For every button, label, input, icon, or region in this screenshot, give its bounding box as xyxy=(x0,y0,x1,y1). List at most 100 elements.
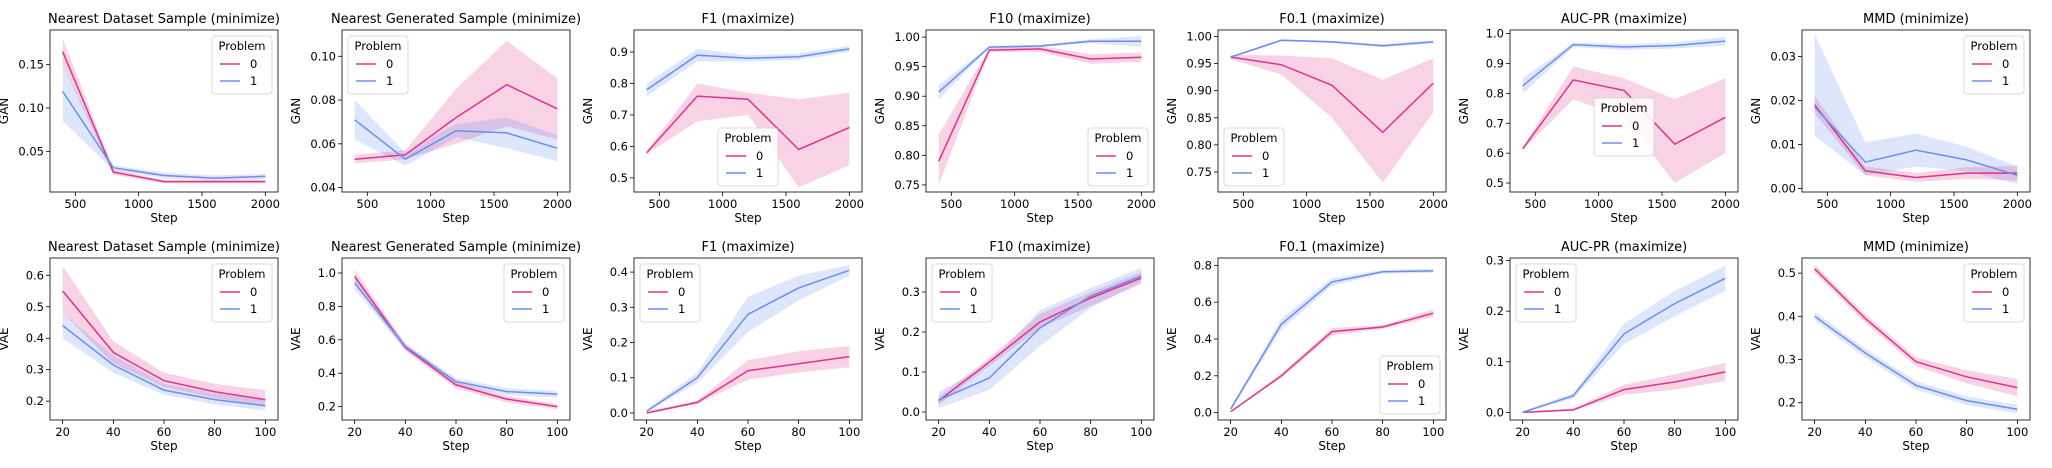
legend-label-series-0: 0 xyxy=(970,285,977,299)
y-tick-label: 0.5 xyxy=(26,300,44,314)
y-tick-label: 0.2 xyxy=(26,394,44,408)
legend-label-series-1: 1 xyxy=(1262,166,1269,180)
line-series-1 xyxy=(354,119,558,161)
x-tick-label: 100 xyxy=(1130,425,1152,439)
confidence-band-series-1 xyxy=(1814,34,2018,185)
x-tick-label: 2000 xyxy=(1711,197,1740,211)
x-tick-label: 1000 xyxy=(708,197,737,211)
y-tick-label: 0.2 xyxy=(902,325,920,339)
legend-label-series-1: 1 xyxy=(250,74,257,88)
legend-label-series-1: 1 xyxy=(250,302,257,316)
x-tick-label: 1000 xyxy=(1876,197,1905,211)
subplot-8: 20 40 60 80 100 0.2 0.3 0.4 0.5 0.6 Nearest Datase… xyxy=(0,240,280,453)
legend-title: Problem xyxy=(1230,131,1277,145)
subplot-14: 20 40 60 80 100 0.2 0.3 0.4 0.5 MMD (minimize) Ste… xyxy=(1749,240,2031,453)
y-tick-label: 0.5 xyxy=(1778,266,1796,280)
axes-frame xyxy=(925,29,1155,193)
legend: Problem 0 1 xyxy=(1515,263,1577,323)
y-tick-label: 0.0 xyxy=(902,405,920,419)
y-tick-label: 0.8 xyxy=(1486,86,1504,100)
x-tick-label: 80 xyxy=(1959,425,1974,439)
x-axis-label: Step xyxy=(150,439,177,453)
legend-label-series-0: 0 xyxy=(2002,285,2009,299)
legend-label-series-1: 1 xyxy=(1554,302,1561,316)
x-tick-label: 60 xyxy=(449,425,464,439)
y-tick-label: 0.3 xyxy=(1486,254,1504,268)
y-tick-label: 0.7 xyxy=(1486,116,1504,130)
x-tick-label: 500 xyxy=(940,197,962,211)
y-tick-label: 0.8 xyxy=(318,299,336,313)
legend-label-series-1: 1 xyxy=(1632,136,1639,150)
line-series-1 xyxy=(938,275,1142,401)
x-axis-label: Step xyxy=(150,211,177,225)
confidence-band-series-0 xyxy=(1522,362,1726,413)
subplot-title: F0.1 (maximize) xyxy=(1279,240,1384,255)
x-tick-label: 100 xyxy=(2006,425,2028,439)
legend-title: Problem xyxy=(1970,39,2017,53)
subplot-5: 500 1000 1500 2000 0.75 0.80 0.85 0.90 0.95 1.00 F… xyxy=(1165,12,1448,225)
legend-box xyxy=(1087,127,1149,187)
legend-label-series-0: 0 xyxy=(1262,149,1269,163)
line-series-0 xyxy=(62,51,266,183)
legend-label-series-1: 1 xyxy=(1126,166,1133,180)
subplot-10: 20 40 60 80 100 0.0 0.1 0.2 0.3 0.4 F1 (maximize) S… xyxy=(581,240,863,453)
line-series-0 xyxy=(1814,104,2018,179)
x-axis-label: Step xyxy=(1610,211,1637,225)
legend: Problem 0 1 xyxy=(1963,263,2025,323)
line-series-0 xyxy=(938,277,1142,402)
y-tick-label: 0.3 xyxy=(902,285,920,299)
line-series-1 xyxy=(938,40,1142,93)
y-tick-label: 0.6 xyxy=(318,333,336,347)
legend-label-series-0: 0 xyxy=(756,149,763,163)
x-tick-label: 60 xyxy=(1033,425,1048,439)
legend-label-series-1: 1 xyxy=(2002,302,2009,316)
y-tick-label: 0.2 xyxy=(1194,369,1212,383)
subplot-title: Nearest Dataset Sample (minimize) xyxy=(48,12,280,27)
x-tick-label: 40 xyxy=(1566,425,1581,439)
legend-box xyxy=(503,263,565,323)
x-tick-label: 80 xyxy=(1667,425,1682,439)
legend: Problem 0 1 xyxy=(211,263,273,323)
confidence-band-series-0 xyxy=(938,272,1142,405)
x-tick-label: 20 xyxy=(639,425,654,439)
legend-title: Problem xyxy=(1094,131,1141,145)
legend-label-series-0: 0 xyxy=(1418,377,1425,391)
y-tick-label: 0.4 xyxy=(318,366,336,380)
subplot-title: F0.1 (maximize) xyxy=(1279,12,1384,27)
confidence-band-series-1 xyxy=(938,35,1142,100)
legend-label-series-0: 0 xyxy=(542,285,549,299)
y-tick-label: 0.08 xyxy=(310,93,336,107)
x-axis-label: Step xyxy=(1318,211,1345,225)
subplot-6: 500 1000 1500 2000 0.5 0.6 0.7 0.8 0.9 1.0 AUC-PR … xyxy=(1457,12,1740,225)
legend-title: Problem xyxy=(1522,267,1569,281)
line-series-1 xyxy=(1522,277,1726,414)
y-tick-label: 0.0 xyxy=(1194,406,1212,420)
legend-box xyxy=(639,263,701,323)
y-axis-label: VAE xyxy=(1457,327,1471,350)
line-series-0 xyxy=(62,290,266,401)
y-tick-label: 0.7 xyxy=(610,108,628,122)
legend: Problem 0 1 xyxy=(1087,127,1149,187)
x-tick-label: 60 xyxy=(157,425,172,439)
x-tick-label: 80 xyxy=(1083,425,1098,439)
subplot-title: MMD (minimize) xyxy=(1863,12,1969,27)
x-tick-label: 1000 xyxy=(1000,197,1029,211)
confidence-band-series-1 xyxy=(1230,39,1434,59)
line-series-0 xyxy=(354,275,558,408)
legend-label-series-1: 1 xyxy=(386,74,393,88)
legend-label-series-0: 0 xyxy=(250,57,257,71)
confidence-band-series-1 xyxy=(1522,265,1726,413)
legend-box xyxy=(1379,355,1441,415)
axes-frame xyxy=(1509,29,1739,193)
x-tick-label: 40 xyxy=(398,425,413,439)
legend-title: Problem xyxy=(1386,359,1433,373)
confidence-band-series-1 xyxy=(646,265,850,412)
legend-label-series-0: 0 xyxy=(1554,285,1561,299)
subplot-title: Nearest Dataset Sample (minimize) xyxy=(48,240,280,255)
line-series-0 xyxy=(1522,371,1726,414)
y-axis-label: GAN xyxy=(289,98,303,124)
x-tick-label: 1500 xyxy=(771,197,800,211)
legend-title: Problem xyxy=(646,267,693,281)
y-tick-label: 0.80 xyxy=(1186,138,1212,152)
y-axis-label: VAE xyxy=(289,327,303,350)
